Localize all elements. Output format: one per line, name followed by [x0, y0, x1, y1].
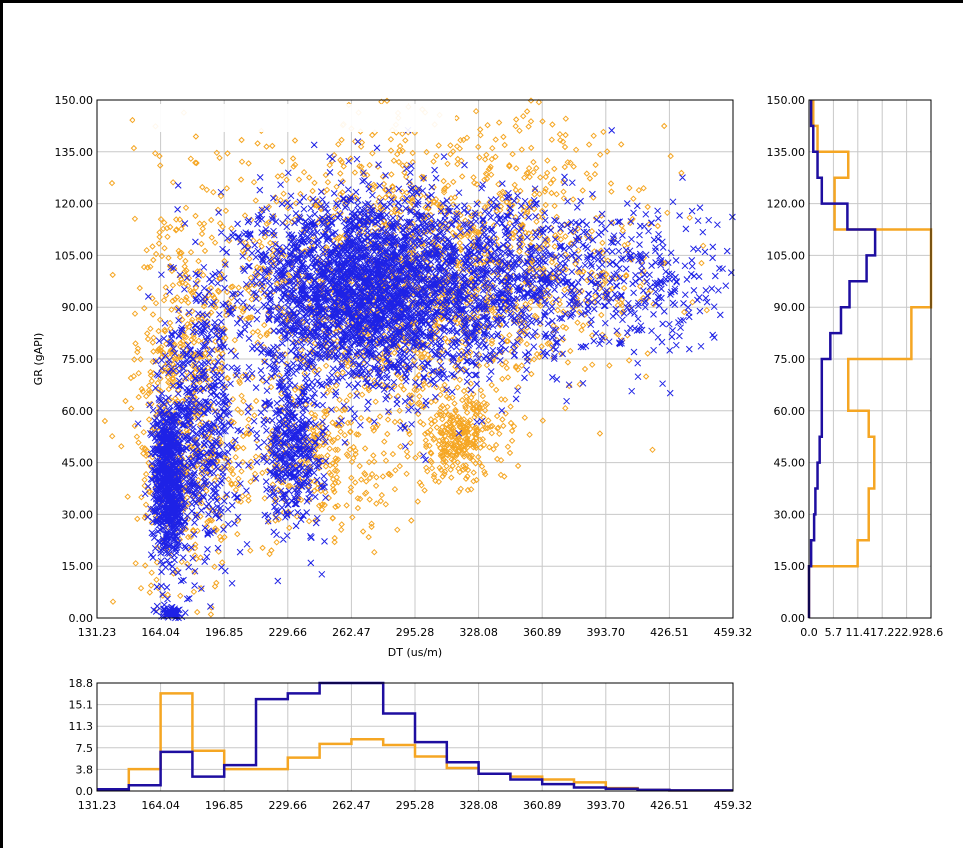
gr-histogram-y-tick-label: 60.00	[774, 405, 806, 418]
crossplot-y-tick-label: 15.00	[62, 560, 94, 573]
gr-histogram-x-ticks: 0.0 5.7 11.4 17.2 22.9 28.6	[800, 626, 943, 639]
gr-histogram-x-tick-label: 11.4	[846, 626, 871, 639]
crossplot-y-tick-label: 135.00	[55, 146, 94, 159]
crossplot-x-tick-label: 393.70	[587, 626, 626, 639]
crossplot-y-tick-label: 45.00	[62, 457, 94, 470]
gr-histogram-x-tick-label: 22.9	[894, 626, 919, 639]
crossplot-x-tick-label: 262.47	[332, 626, 371, 639]
crossplot-y-tick-label: 105.00	[55, 249, 94, 262]
dt-histogram-y-tick-label: 15.1	[69, 699, 94, 712]
crossplot-x-label: DT (us/m)	[388, 646, 442, 659]
gr-histogram-x-tick-label: 5.7	[825, 626, 843, 639]
crossplot-y-tick-label: 75.00	[62, 353, 94, 366]
dt-histogram-y-tick-label: 7.5	[76, 742, 94, 755]
dt-histogram-x-tick-label: 262.47	[332, 799, 371, 812]
crossplot-points	[101, 97, 736, 622]
dt-histogram-x-tick-label: 295.28	[396, 799, 435, 812]
crossplot-panel: 131.23 164.04 196.85 229.66 262.47 295.28 328.…	[32, 94, 752, 659]
dt-histogram-blue-line	[97, 681, 733, 792]
crossplot-x-tick-label: 426.51	[650, 626, 689, 639]
dt-histogram-y-tick-label: 0.0	[76, 785, 94, 798]
gr-histogram-panel: 0.00 15.00 30.00 45.00 60.00 75.00 90.00 105.00…	[767, 94, 944, 639]
dt-histogram-x-tick-label: 426.51	[650, 799, 689, 812]
gr-histogram-blue-line	[807, 100, 877, 618]
gr-histogram-y-tick-label: 30.00	[774, 508, 806, 521]
crossplot-border	[96, 99, 734, 619]
crossplot-y-tick-label: 120.00	[55, 198, 94, 211]
gr-histogram-y-tick-label: 90.00	[774, 301, 806, 314]
gr-histogram-y-ticks: 0.00 15.00 30.00 45.00 60.00 75.00 90.00 105.00…	[767, 94, 806, 625]
gr-histogram-y-tick-label: 150.00	[767, 94, 806, 107]
dt-histogram-y-tick-label: 11.3	[69, 720, 94, 733]
crossplot-x-tick-label: 328.08	[459, 626, 498, 639]
dt-histogram-x-tick-label: 328.08	[459, 799, 498, 812]
gr-histogram-y-tick-label: 105.00	[767, 249, 806, 262]
dt-histogram-x-ticks: 131.23 164.04 196.85 229.66 262.47 295.28 328.…	[78, 799, 753, 812]
gr-histogram-y-tick-label: 75.00	[774, 353, 806, 366]
gr-histogram-x-tick-label: 28.6	[919, 626, 944, 639]
gr-histogram-orange-line	[807, 100, 933, 618]
crossplot-y-ticks: 0.00 15.00 30.00 45.00 60.00 75.00 90.00 105.00…	[55, 94, 94, 625]
crossplot-x-tick-label: 459.32	[714, 626, 753, 639]
crossplot-x-ticks: 131.23 164.04 196.85 229.66 262.47 295.28 328.…	[78, 626, 753, 639]
gr-histogram-y-tick-label: 15.00	[774, 560, 806, 573]
dt-histogram-y-tick-label: 3.8	[76, 763, 94, 776]
crossplot-y-tick-label: 150.00	[55, 94, 94, 107]
dt-histogram-x-tick-label: 360.89	[523, 799, 562, 812]
crossplot-y-tick-label: 90.00	[62, 301, 94, 314]
dt-histogram-x-tick-label: 229.66	[269, 799, 308, 812]
crossplot-x-tick-label: 295.28	[396, 626, 435, 639]
cross-markers	[134, 126, 736, 622]
dt-histogram-x-tick-label: 393.70	[587, 799, 626, 812]
gr-histogram-border	[808, 99, 932, 619]
crossplot-x-tick-label: 360.89	[523, 626, 562, 639]
dt-histogram-panel: 0.0 3.8 7.5 11.3 15.1 18.8 131.23 164.04 196.85…	[69, 677, 753, 812]
crossplot-x-tick-label: 196.85	[205, 626, 244, 639]
dt-histogram-border	[96, 682, 734, 792]
gr-histogram-y-tick-label: 120.00	[767, 198, 806, 211]
crossplot-x-tick-label: 164.04	[141, 626, 180, 639]
crossplot-y-tick-label: 60.00	[62, 405, 94, 418]
series-blue-crosses	[134, 126, 736, 622]
dt-histogram-x-tick-label: 459.32	[714, 799, 753, 812]
crossplot-x-tick-label: 229.66	[269, 626, 308, 639]
dt-histogram-x-tick-label: 164.04	[141, 799, 180, 812]
crossplot-y-tick-label: 0.00	[69, 612, 94, 625]
dt-histogram-x-tick-label: 131.23	[78, 799, 117, 812]
crossplot-y-tick-label: 30.00	[62, 508, 94, 521]
gr-histogram-y-tick-label: 45.00	[774, 457, 806, 470]
crossplot-y-label: GR (gAPI)	[32, 333, 45, 386]
dt-histogram-x-tick-label: 196.85	[205, 799, 244, 812]
dt-histogram-y-tick-label: 18.8	[69, 677, 94, 690]
dt-histogram-lines	[97, 681, 733, 792]
crossplot-x-tick-label: 131.23	[78, 626, 117, 639]
gr-histogram-x-tick-label: 0.0	[800, 626, 818, 639]
gr-histogram-y-tick-label: 135.00	[767, 146, 806, 159]
dt-histogram-orange-line	[97, 692, 733, 792]
dt-histogram-y-ticks: 0.0 3.8 7.5 11.3 15.1 18.8	[69, 677, 94, 798]
gr-histogram-lines	[807, 100, 933, 618]
gr-histogram-x-tick-label: 17.2	[870, 626, 895, 639]
legend-mask	[135, 104, 455, 132]
gr-histogram-y-tick-label: 0.00	[781, 612, 806, 625]
